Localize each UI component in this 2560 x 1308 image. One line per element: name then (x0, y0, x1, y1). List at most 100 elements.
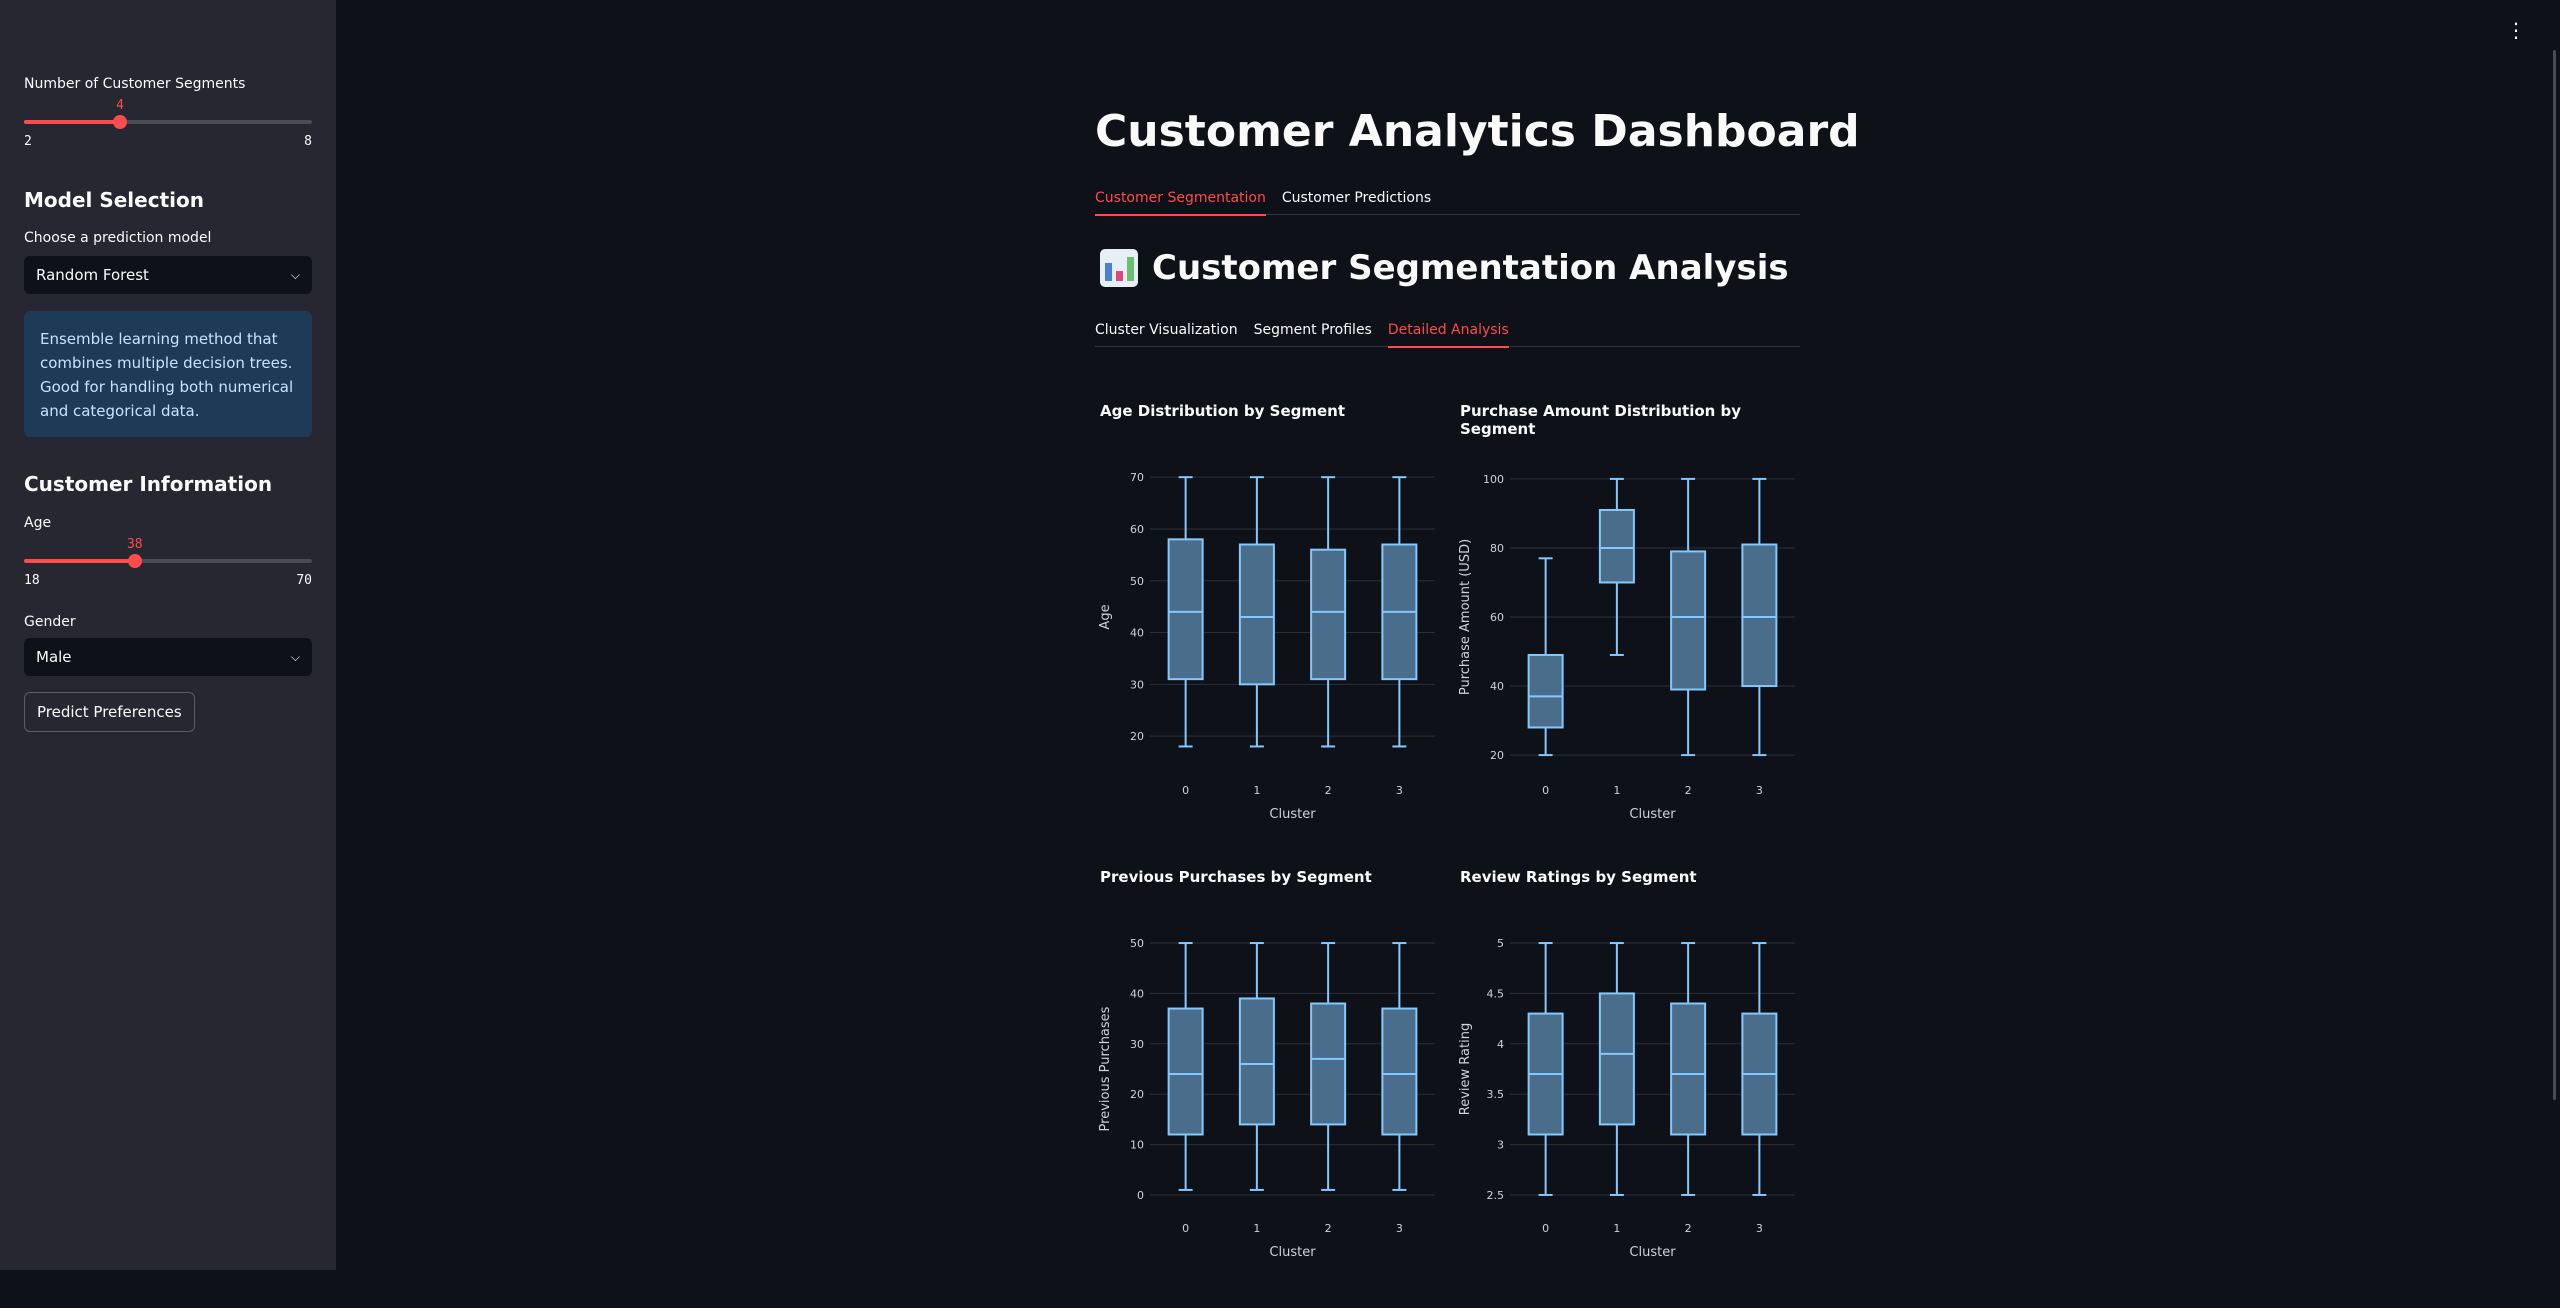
y-tick-label: 20 (1490, 749, 1504, 762)
slider-thumb[interactable] (127, 554, 142, 568)
x-tick-label: 3 (1756, 1222, 1763, 1235)
customer-info-heading: Customer Information (24, 472, 273, 496)
x-tick-label: 3 (1396, 1222, 1403, 1235)
x-tick-label: 0 (1182, 784, 1189, 797)
purchase-amount-boxplot: 20 40 60 80 100 0 1 2 3 Cluster Purchase Amount (U… (1458, 473, 1795, 822)
review-ratings-boxplot: 2.5 3 3.5 4 4.5 5 0 1 2 3 Cluster Review Rating (1458, 937, 1795, 1260)
slider-min: 2 (24, 134, 32, 149)
x-axis-label: Cluster (1269, 1245, 1316, 1260)
review-ratings-chart: Review Ratings by Segment 2.5 3 3.5 4 4.5 5 0 1… (1455, 868, 1800, 1308)
y-tick-label: 60 (1130, 523, 1144, 536)
slider-thumb[interactable] (113, 115, 127, 129)
slider-track[interactable] (24, 559, 312, 563)
y-tick-label: 10 (1130, 1139, 1144, 1152)
segments-slider[interactable]: 4 2 8 (24, 98, 312, 150)
y-axis-label: Previous Purchases (1098, 1006, 1113, 1131)
chevron-down-icon[interactable]: ⌵ (290, 267, 300, 282)
slider-max: 70 (296, 573, 312, 588)
section-title: Customer Segmentation Analysis (1100, 248, 1789, 288)
y-tick-label: 0 (1137, 1189, 1144, 1202)
model-selection-heading: Model Selection (24, 188, 204, 212)
gender-select-label: Gender (24, 614, 76, 630)
age-slider-label: Age (24, 515, 52, 531)
y-tick-label: 3.5 (1487, 1088, 1505, 1101)
box (1238, 543, 1275, 686)
predict-preferences-button[interactable]: Predict Preferences (24, 692, 195, 732)
y-tick-label: 4 (1497, 1038, 1504, 1051)
x-tick-label: 0 (1542, 1222, 1549, 1235)
tab-segment-profiles[interactable]: Segment Profiles (1253, 322, 1372, 338)
slider-fill (24, 559, 135, 563)
x-tick-label: 2 (1325, 1222, 1332, 1235)
x-tick-label: 2 (1325, 784, 1332, 797)
y-tick-label: 50 (1130, 575, 1144, 588)
slider-max: 8 (304, 134, 312, 149)
tab-detailed-analysis[interactable]: Detailed Analysis (1387, 313, 1509, 348)
box (1310, 1002, 1347, 1126)
box (1310, 548, 1347, 681)
kebab-menu-icon[interactable]: ⋮ (2506, 18, 2526, 42)
main-tabs: Customer Segmentation Customer Predictio… (1095, 181, 1800, 216)
gender-select[interactable]: Male ⌵ (24, 638, 312, 676)
x-axis-label: Cluster (1629, 807, 1676, 822)
y-axis-label: Age (1098, 604, 1113, 629)
y-tick-label: 5 (1497, 937, 1504, 950)
segments-slider-label: Number of Customer Segments (24, 76, 246, 92)
slider-track[interactable] (24, 120, 312, 124)
y-tick-label: 3 (1497, 1139, 1504, 1152)
slider-min: 18 (24, 573, 40, 588)
box (1670, 550, 1707, 691)
box (1741, 543, 1778, 688)
chart-title: Age Distribution by Segment (1100, 402, 1346, 420)
y-tick-label: 40 (1130, 987, 1144, 1000)
chart-title: Purchase Amount Distribution by Segment (1460, 402, 1742, 438)
chart-title: Previous Purchases by Segment (1100, 868, 1372, 886)
x-tick-label: 2 (1685, 1222, 1692, 1235)
x-axis-label: Cluster (1269, 807, 1316, 822)
y-tick-label: 30 (1130, 1038, 1144, 1051)
tab-cluster-visualization[interactable]: Cluster Visualization (1095, 322, 1238, 338)
x-tick-label: 0 (1182, 1222, 1189, 1235)
chevron-down-icon[interactable]: ⌵ (290, 649, 300, 664)
y-tick-label: 60 (1490, 611, 1504, 624)
slider-value: 4 (116, 98, 124, 113)
tab-customer-segmentation[interactable]: Customer Segmentation (1095, 181, 1266, 216)
model-select-value: Random Forest (36, 266, 149, 284)
age-distribution-chart: Age Distribution by Segment 20 30 40 50 60 70… (1095, 402, 1440, 842)
age-boxplot: 20 30 40 50 60 70 0 1 2 3 Cluster Age (1098, 471, 1435, 822)
y-tick-label: 40 (1130, 627, 1144, 640)
model-select-label: Choose a prediction model (24, 230, 212, 246)
y-tick-label: 80 (1490, 542, 1504, 555)
y-tick-label: 50 (1130, 937, 1144, 950)
slider-fill (24, 120, 120, 124)
section-title-text: Customer Segmentation Analysis (1152, 248, 1789, 288)
bar-chart-icon (1100, 249, 1138, 287)
x-tick-label: 1 (1613, 784, 1620, 797)
sidebar: Number of Customer Segments 4 2 8 Model … (0, 0, 336, 1270)
box (1238, 997, 1275, 1126)
chart-title: Review Ratings by Segment (1460, 868, 1697, 886)
y-tick-label: 30 (1130, 678, 1144, 691)
y-tick-label: 20 (1130, 730, 1144, 743)
main-content: ⋮ Customer Analytics Dashboard Customer … (336, 0, 2560, 1270)
model-info-box: Ensemble learning method that combines m… (24, 311, 312, 437)
box (1527, 653, 1564, 729)
y-axis-label: Review Rating (1458, 1023, 1473, 1115)
y-tick-label: 40 (1490, 680, 1504, 693)
x-axis-label: Cluster (1629, 1245, 1676, 1260)
slider-value: 38 (126, 537, 143, 552)
x-tick-label: 0 (1542, 784, 1549, 797)
tab-customer-predictions[interactable]: Customer Predictions (1281, 190, 1432, 206)
box (1167, 538, 1204, 681)
age-slider[interactable]: 38 18 70 (24, 537, 312, 589)
y-tick-label: 100 (1483, 473, 1504, 486)
model-select[interactable]: Random Forest ⌵ (24, 256, 312, 294)
page-title: Customer Analytics Dashboard (1095, 106, 1860, 157)
scrollbar[interactable] (2553, 50, 2556, 1100)
x-tick-label: 1 (1253, 1222, 1260, 1235)
gender-select-value: Male (36, 648, 72, 666)
y-tick-label: 2.5 (1487, 1189, 1505, 1202)
y-tick-label: 20 (1130, 1088, 1144, 1101)
y-tick-label: 4.5 (1487, 987, 1505, 1000)
purchase-amount-chart: Purchase Amount Distribution by Segment … (1455, 402, 1800, 842)
